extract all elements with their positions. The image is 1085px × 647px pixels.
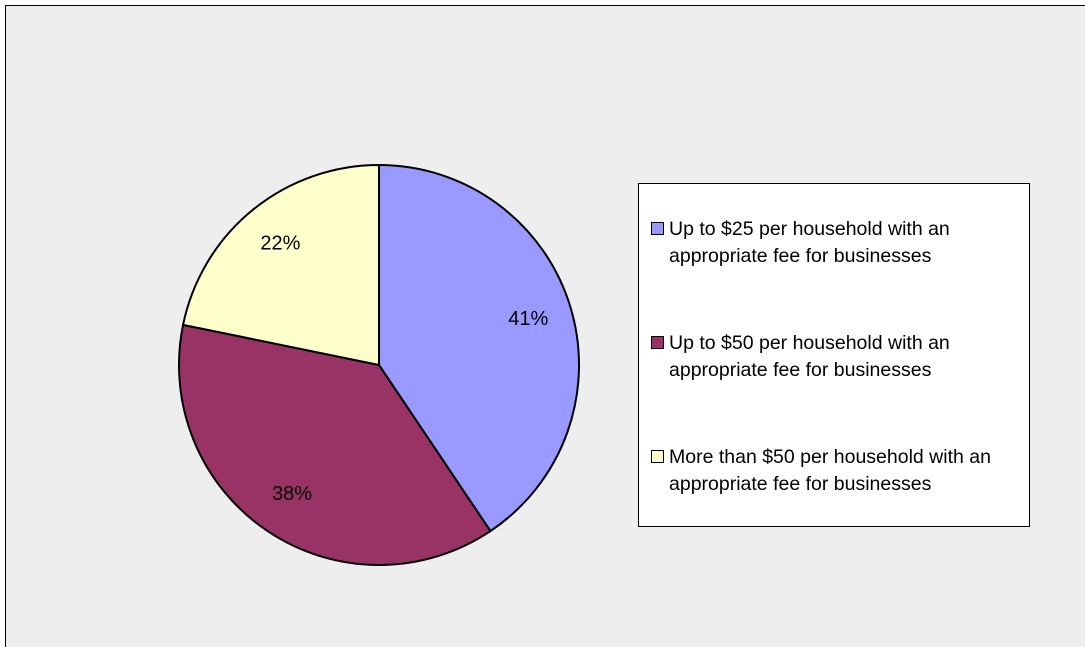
legend-entry: Up to $25 per household with an appropri…	[651, 216, 1021, 270]
pie-slice	[181, 163, 380, 367]
pie-slice	[178, 323, 492, 566]
legend-swatch	[651, 222, 664, 235]
legend-label: Up to $25 per household with an appropri…	[669, 218, 950, 267]
data-label: 41%	[508, 308, 548, 330]
pie-slice	[378, 163, 580, 533]
legend-label: More than $50 per household with an appr…	[669, 446, 991, 495]
legend-entry: More than $50 per household with an appr…	[651, 444, 1021, 498]
legend-swatch	[651, 336, 664, 349]
legend-entry: Up to $50 per household with an appropri…	[651, 330, 1021, 384]
legend-swatch	[651, 450, 664, 463]
legend: Up to $25 per household with an appropri…	[638, 183, 1030, 527]
data-label: 38%	[272, 483, 312, 505]
data-label: 22%	[260, 232, 300, 254]
legend-label: Up to $50 per household with an appropri…	[669, 332, 950, 381]
